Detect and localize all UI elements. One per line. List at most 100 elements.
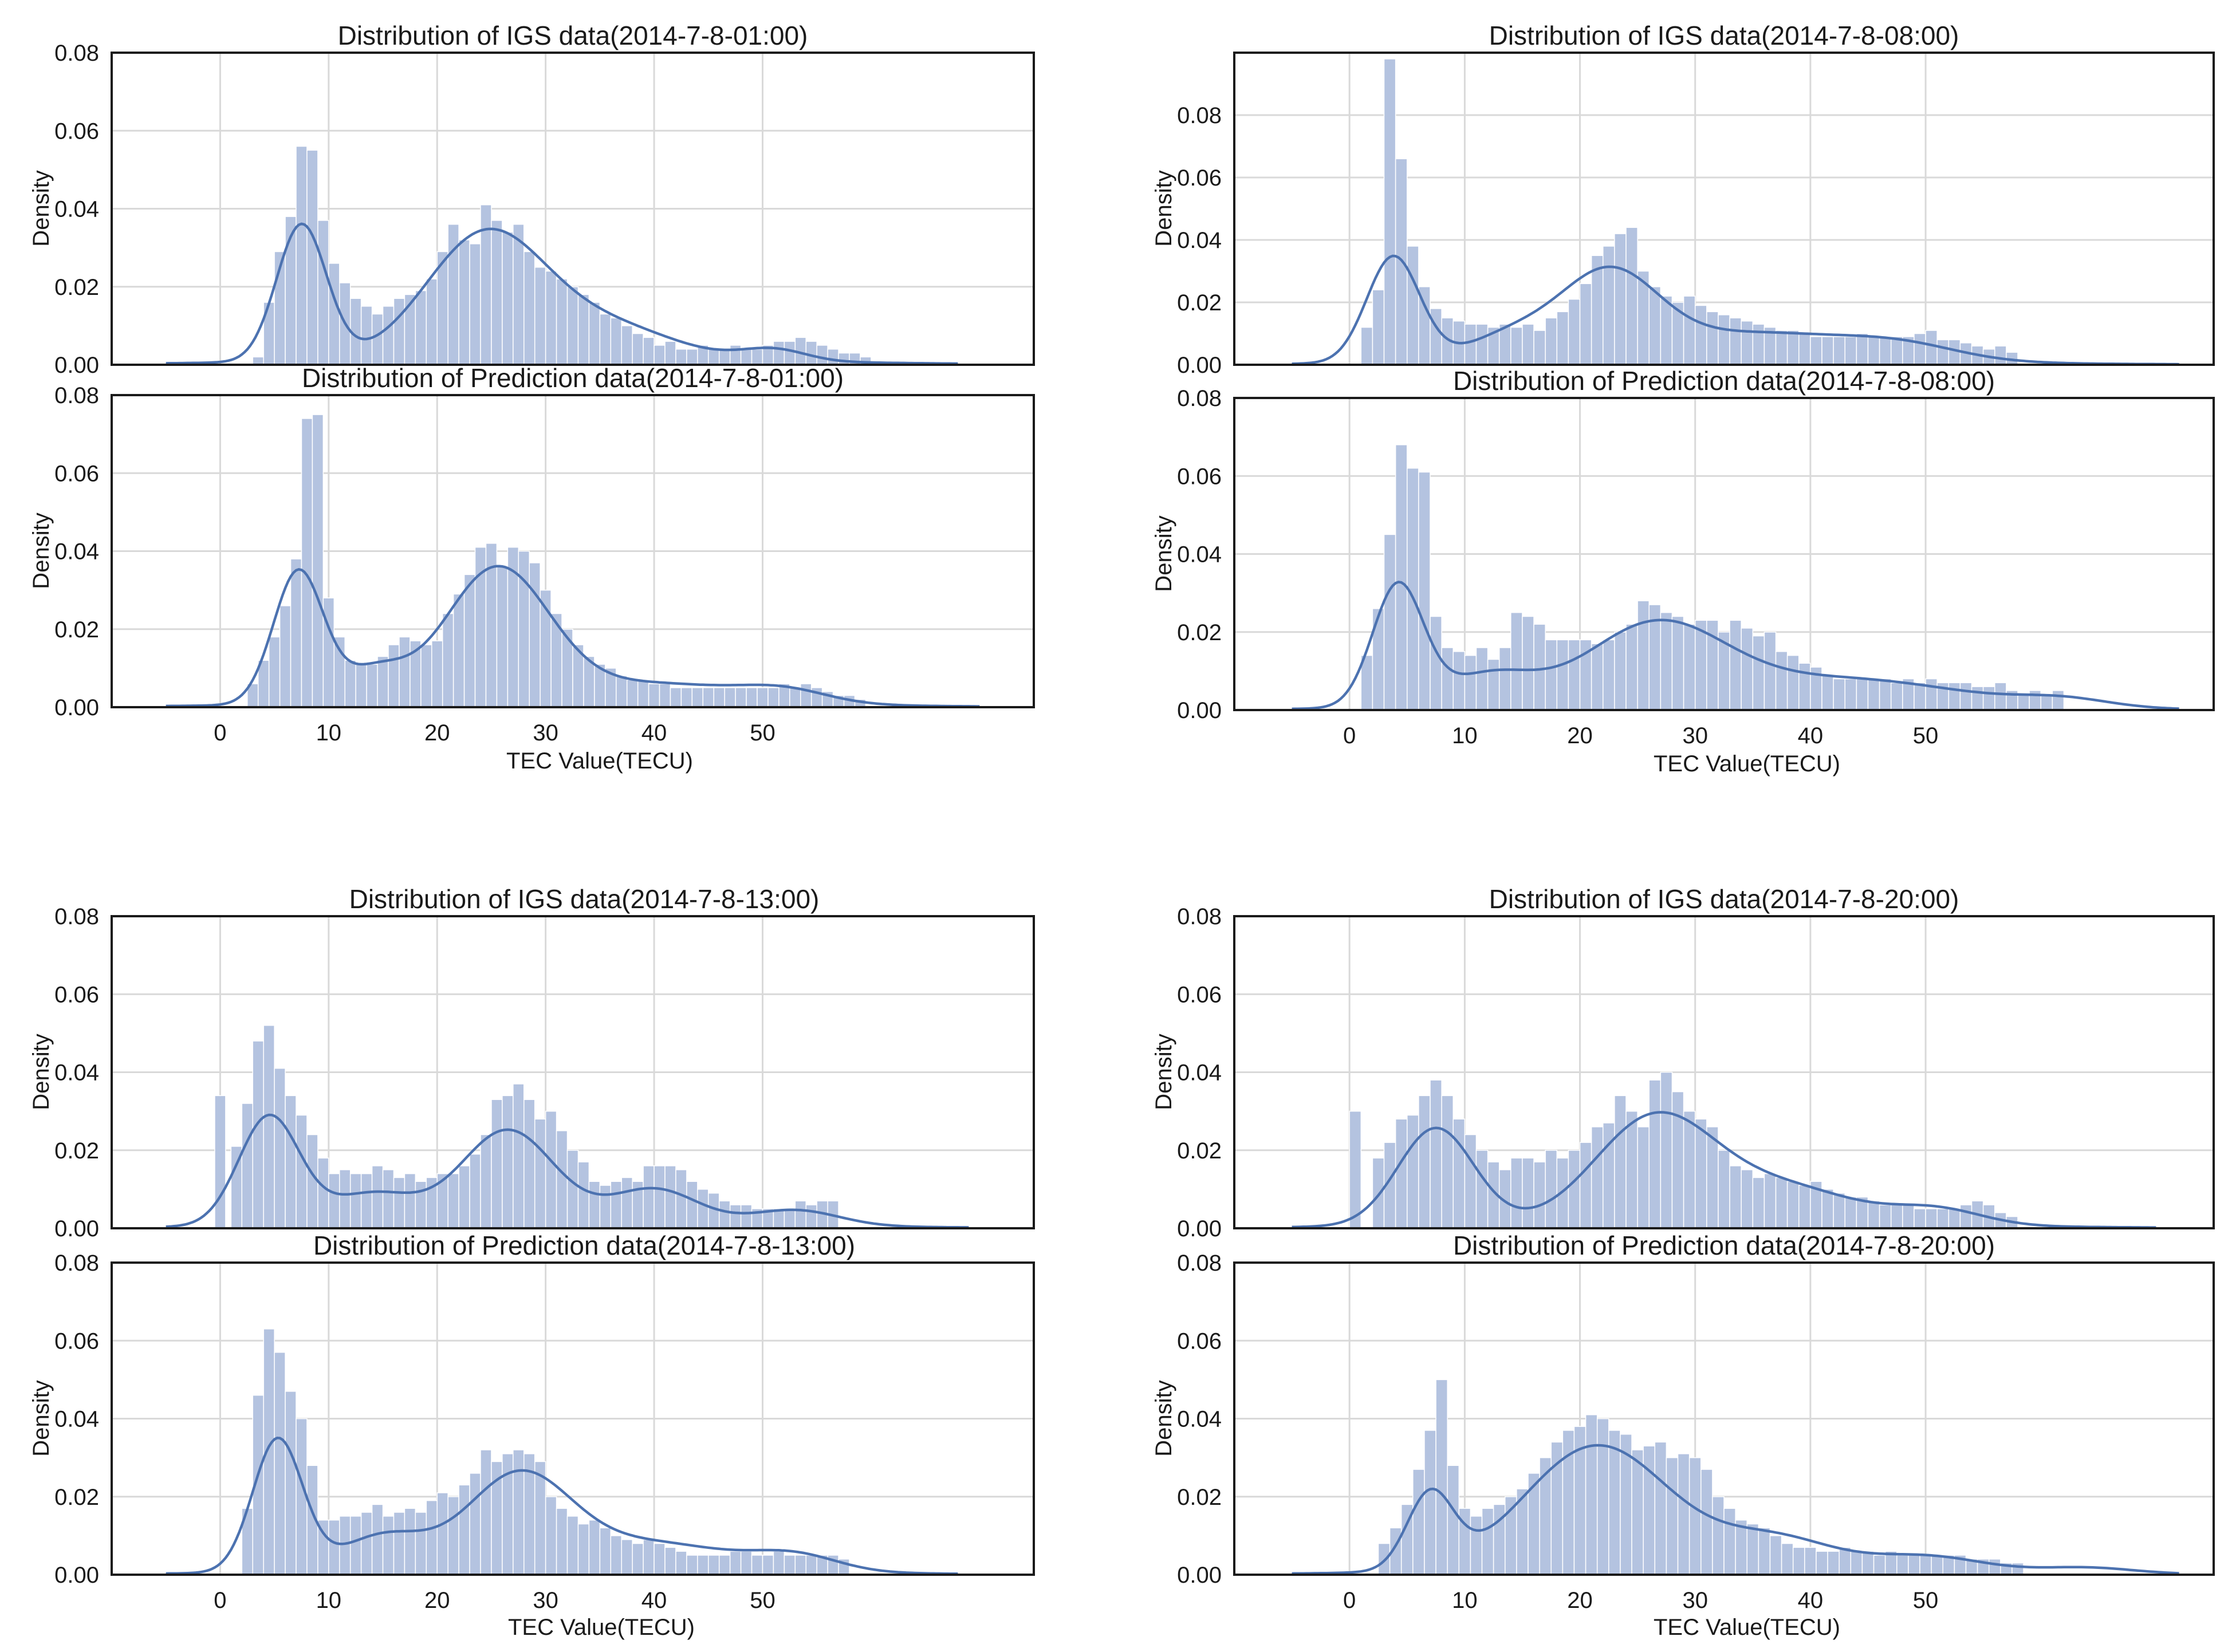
panel-title: Distribution of IGS data(2014-7-8-13:00): [349, 884, 820, 914]
histogram-bar: [1879, 1204, 1892, 1229]
histogram-bar: [1729, 1165, 1742, 1229]
y-tick-label: 0.00: [1177, 1216, 1222, 1241]
histogram-bar: [344, 660, 356, 708]
histogram-bar: [1643, 1445, 1656, 1575]
histogram-bar: [1579, 283, 1592, 365]
histogram-bar: [1718, 314, 1730, 365]
histogram-bar: [1545, 317, 1558, 365]
y-tick-label: 0.00: [54, 1216, 99, 1241]
histogram-bar: [1925, 678, 1938, 711]
y-tick-label: 0.08: [54, 383, 99, 408]
histogram-bar: [1867, 336, 1880, 365]
histogram-bar: [496, 566, 509, 708]
histogram-bar: [1758, 1527, 1771, 1575]
histogram-bar: [1896, 1555, 1909, 1575]
histogram-bar: [1856, 333, 1869, 365]
x-tick-label: 40: [641, 720, 667, 746]
y-tick-label: 0.00: [54, 695, 99, 720]
y-tick-label: 0.04: [1177, 542, 1222, 567]
histogram-bar: [442, 613, 454, 708]
panel-title: Distribution of IGS data(2014-7-8-20:00): [1489, 884, 1959, 914]
histogram-bar: [1447, 1465, 1460, 1575]
histogram-bar: [349, 1173, 362, 1229]
y-tick-label: 0.02: [54, 617, 99, 642]
panel-prediction-0100: Distribution of Prediction data(2014-7-8…: [29, 363, 1035, 774]
panel-igs-2000: Distribution of IGS data(2014-7-8-20:00)…: [1151, 884, 2215, 1241]
histogram-bar: [740, 1204, 753, 1229]
histogram-bar: [621, 1539, 633, 1575]
histogram-bar: [415, 1512, 427, 1575]
histogram-bar: [702, 687, 714, 708]
histogram-bar: [621, 325, 633, 365]
histogram-bar: [1729, 620, 1742, 711]
histogram-bar: [1792, 1547, 1805, 1575]
histogram-bar: [1631, 1449, 1644, 1575]
histogram-bar: [360, 1173, 373, 1229]
histogram-bar: [301, 418, 313, 708]
histogram-bar: [1660, 295, 1673, 365]
histogram-bar: [371, 313, 384, 365]
histogram-bar: [1741, 628, 1754, 711]
histogram-bar: [566, 1516, 579, 1575]
histogram-bar: [805, 1204, 817, 1229]
histogram-bar: [1959, 1204, 1973, 1229]
histogram-bar: [1867, 678, 1880, 711]
histogram-bar: [1430, 616, 1442, 711]
histogram-bar: [1648, 1079, 1662, 1229]
histogram-bar: [556, 1508, 568, 1575]
histogram-bar: [1666, 1457, 1679, 1575]
histogram-bar: [382, 1169, 395, 1229]
x-tick-label: 10: [1452, 723, 1478, 748]
histogram-bar: [458, 1484, 470, 1575]
plot-area: 0.00 0.02 0.04 0.06 0.08: [1177, 904, 2215, 1241]
histogram-bar: [691, 687, 704, 708]
histogram-bar: [1890, 336, 1903, 365]
x-tick-label: 0: [214, 1588, 226, 1613]
x-tick-label: 30: [1682, 723, 1708, 748]
histogram-bar: [686, 1555, 698, 1575]
histogram-bar: [1821, 1189, 1834, 1229]
histogram-bar: [713, 687, 725, 708]
histogram-bar: [724, 687, 736, 708]
histogram-bar: [588, 1519, 601, 1575]
histogram-bar: [388, 644, 400, 708]
histogram-bar: [1706, 311, 1719, 365]
histogram-bar: [1936, 1208, 1950, 1229]
plot-area: 0.00 0.02 0.04 0.06 0.08 0 10 20 30 40 50: [54, 1251, 1035, 1613]
histogram-bar: [1844, 336, 1857, 365]
histogram-bar: [1360, 326, 1373, 365]
histogram-bar: [1418, 471, 1431, 711]
histogram-bar: [1775, 330, 1788, 365]
histogram-bar: [1522, 616, 1534, 711]
histogram-bar: [545, 1496, 557, 1575]
histogram-bar: [1545, 639, 1558, 711]
plot-frame: [111, 915, 1035, 1229]
histogram-bar: [1694, 305, 1707, 365]
histogram-bar: [827, 349, 839, 365]
histogram-bar: [306, 1134, 318, 1229]
histogram-bar: [1914, 682, 1926, 711]
histogram-bar: [513, 1083, 525, 1229]
histogram-bar: [534, 266, 546, 365]
histogram-bar: [626, 679, 639, 708]
panel-prediction-0800: Distribution of Prediction data(2014-7-8…: [1151, 366, 2215, 776]
kde-curve: [1292, 254, 2179, 366]
histogram-bar: [648, 683, 660, 708]
x-tick-label: 30: [533, 720, 558, 746]
histogram-bar: [1498, 647, 1511, 711]
plot-frame: [111, 1261, 1035, 1576]
y-axis-label: Density: [29, 1034, 54, 1110]
panel-title: Distribution of Prediction data(2014-7-8…: [1453, 1231, 1995, 1260]
histogram-bar: [1464, 324, 1477, 365]
histogram-bar: [1786, 1181, 1800, 1229]
histogram-bar: [1948, 1208, 1961, 1229]
kde-curve: [1292, 581, 2179, 711]
x-tick-label: 0: [1343, 1588, 1356, 1613]
y-tick-label: 0.02: [54, 1138, 99, 1164]
histogram-bar: [469, 243, 481, 365]
histogram-bar: [1879, 678, 1892, 711]
histogram-bar: [285, 1095, 297, 1229]
histogram-bar: [1959, 682, 1973, 711]
histogram-bar: [1994, 682, 2007, 711]
kde-curve: [166, 565, 980, 708]
